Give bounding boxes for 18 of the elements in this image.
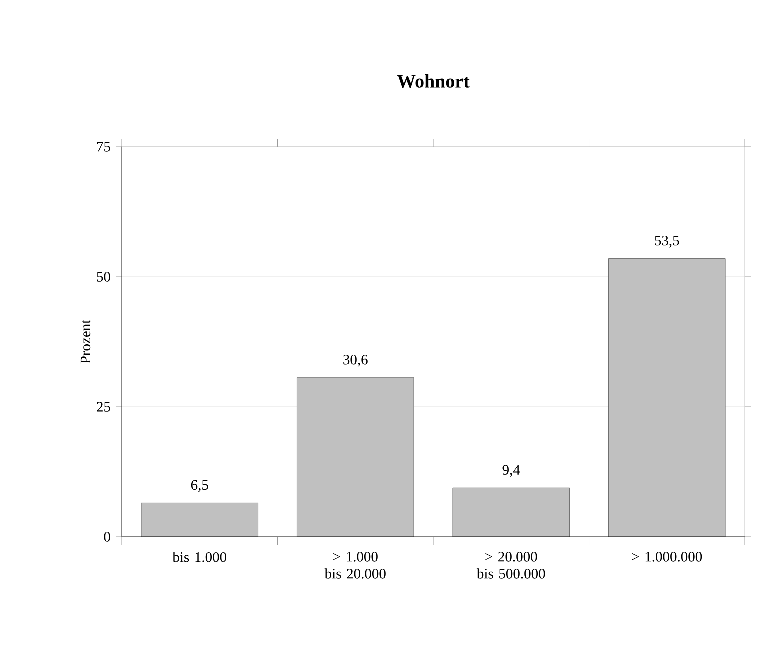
x-tick-label: bis 1.000 [172, 552, 227, 562]
y-tick-label: 0 [104, 532, 110, 542]
bar [452, 488, 570, 538]
y-tick-label: 75 [97, 142, 110, 152]
bar [297, 378, 414, 538]
data-label: 30,6 [344, 354, 368, 367]
x-tick-label: > 20.000 bis 500.000 [476, 552, 546, 579]
x-tick-label: > 1.000 bis 20.000 [324, 552, 386, 579]
data-label: 53,5 [655, 236, 680, 248]
y-tick-label: 50 [97, 272, 110, 282]
bar [141, 503, 258, 538]
x-tick-label: > 1.000.000 [632, 552, 702, 562]
y-axis-title: Prozent [80, 320, 91, 364]
bar [608, 258, 726, 538]
data-label: 9,4 [502, 465, 520, 478]
y-tick-label: 25 [97, 402, 110, 412]
chart-title: Wohnort [397, 74, 470, 88]
data-label: 6,5 [191, 480, 208, 492]
